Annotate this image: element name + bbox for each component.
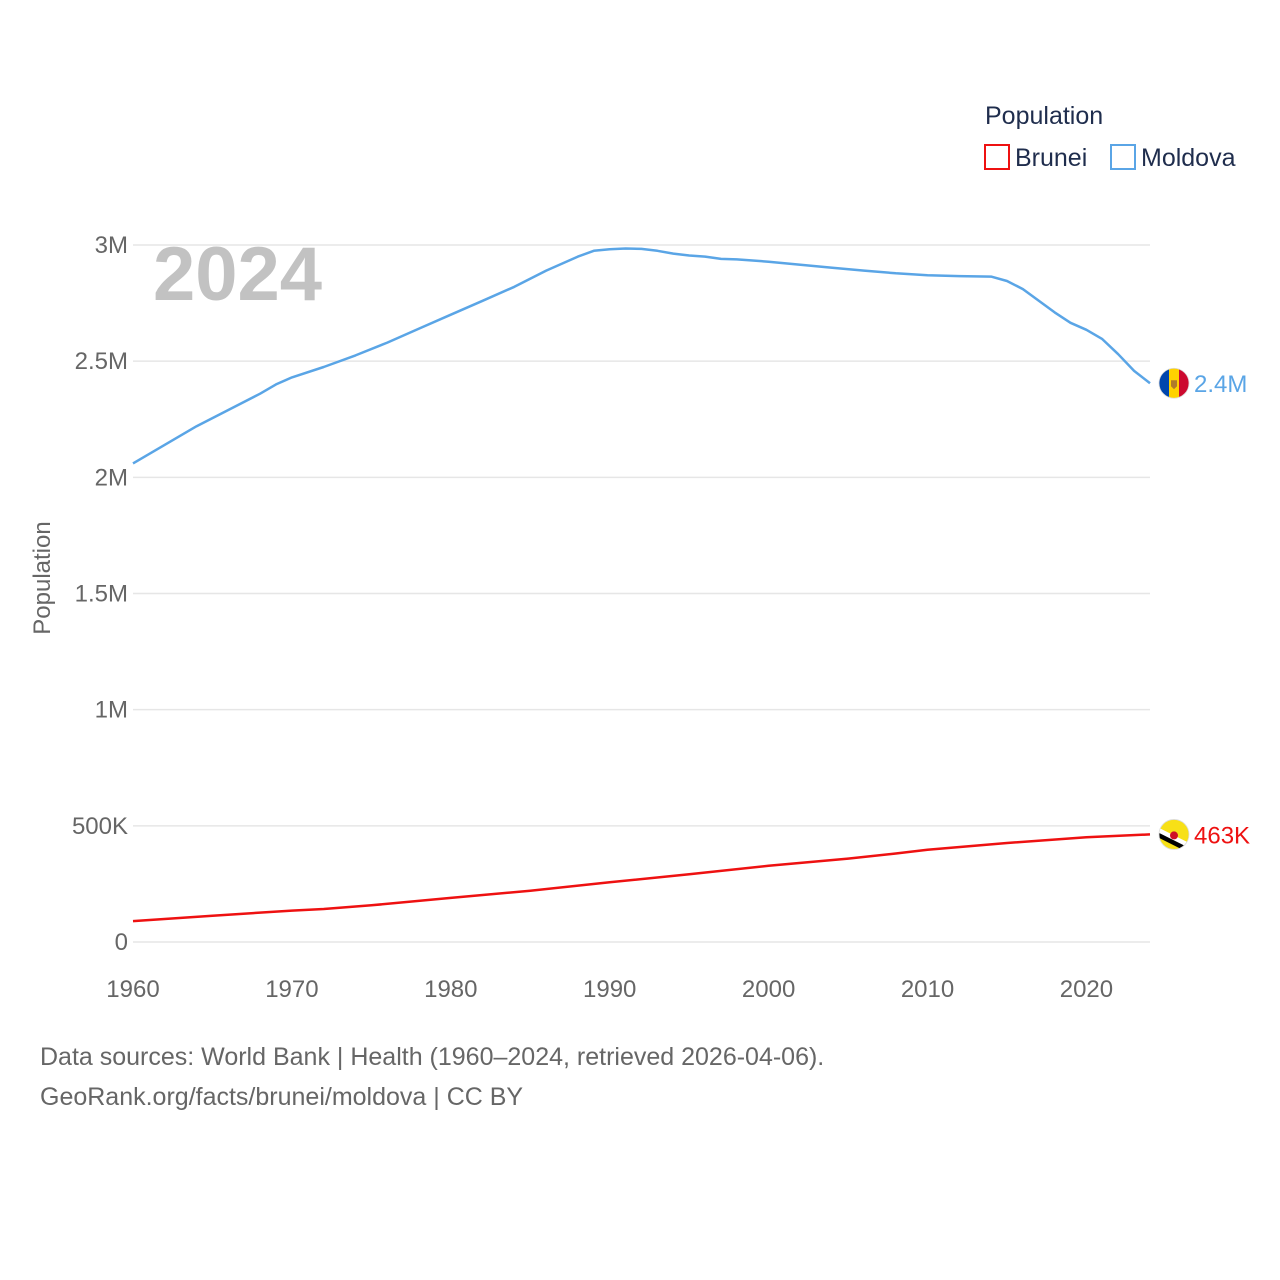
legend-label: Brunei xyxy=(1015,144,1087,172)
brunei-flag-icon xyxy=(1158,819,1190,850)
y-tick-label: 3M xyxy=(95,232,128,259)
series-lines xyxy=(132,247,1151,923)
legend-title: Population xyxy=(985,102,1103,130)
x-tick-label: 1990 xyxy=(583,976,636,1003)
x-axis-ticks: 1960 1970 1980 1990 2000 2010 2020 xyxy=(106,976,1113,1003)
y-tick-label: 0 xyxy=(115,929,128,956)
credit-link[interactable]: GeoRank.org/facts/brunei/moldova | CC BY xyxy=(40,1083,524,1111)
x-tick-label: 2020 xyxy=(1060,976,1113,1003)
legend-item-moldova[interactable]: Moldova xyxy=(1110,144,1236,172)
x-tick-label: 2000 xyxy=(742,976,795,1003)
legend-label: Moldova xyxy=(1141,144,1236,172)
legend[interactable]: Population Brunei Moldova xyxy=(984,102,1236,172)
moldova-flag-icon xyxy=(1158,367,1190,399)
y-tick-label: 1M xyxy=(95,697,128,724)
legend-swatch xyxy=(984,144,1010,170)
series-line-moldova[interactable] xyxy=(132,247,1151,465)
y-tick-label: 500K xyxy=(72,813,128,840)
end-value-label-moldova: 2.4M xyxy=(1194,371,1247,398)
x-tick-label: 1960 xyxy=(106,976,159,1003)
legend-swatch xyxy=(1110,144,1136,170)
data-sources-note: Data sources: World Bank | Health (1960–… xyxy=(40,1043,825,1071)
x-tick-label: 2010 xyxy=(901,976,954,1003)
legend-item-brunei[interactable]: Brunei xyxy=(984,144,1087,172)
series-line-brunei[interactable] xyxy=(132,833,1151,923)
y-axis-label: Population xyxy=(29,521,56,634)
x-tick-label: 1980 xyxy=(424,976,477,1003)
y-axis-ticks: 0 500K 1M 1.5M 2M 2.5M 3M xyxy=(72,232,128,956)
grid-lines xyxy=(133,244,1150,943)
y-tick-label: 2.5M xyxy=(75,348,128,375)
x-tick-label: 1970 xyxy=(265,976,318,1003)
current-year-label: 2024 xyxy=(153,232,322,317)
end-value-label-brunei: 463K xyxy=(1194,822,1250,849)
y-tick-label: 2M xyxy=(95,464,128,491)
end-markers: 463K 2.4M xyxy=(1158,367,1250,850)
y-tick-label: 1.5M xyxy=(75,581,128,608)
